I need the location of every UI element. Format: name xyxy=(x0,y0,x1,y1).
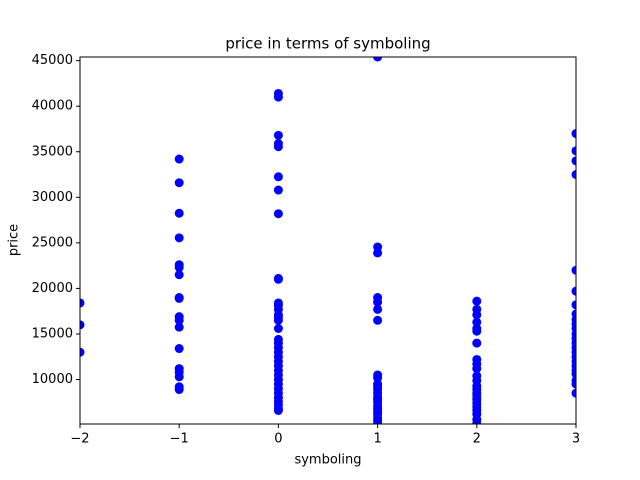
y-tick-label: 30000 xyxy=(32,190,73,205)
point xyxy=(373,304,383,314)
point xyxy=(174,233,184,243)
point xyxy=(174,270,184,280)
point xyxy=(472,317,482,327)
x-tick-label: 0 xyxy=(274,432,282,447)
point xyxy=(373,57,383,62)
point xyxy=(80,320,85,330)
point xyxy=(373,297,383,307)
point xyxy=(373,315,383,325)
point xyxy=(571,388,576,398)
point xyxy=(174,372,184,382)
point xyxy=(273,274,283,284)
x-tick-label: 1 xyxy=(373,432,381,447)
point xyxy=(273,130,283,140)
x-tick-label: −2 xyxy=(70,432,89,447)
point xyxy=(174,315,184,325)
point xyxy=(80,347,85,357)
y-tick-label: 25000 xyxy=(32,235,73,250)
point xyxy=(571,129,576,139)
y-tick-label: 40000 xyxy=(32,99,73,114)
points xyxy=(80,57,576,424)
point xyxy=(80,298,85,308)
point xyxy=(571,300,576,310)
point xyxy=(373,248,383,258)
y-tick-label: 35000 xyxy=(32,144,73,159)
point xyxy=(174,385,184,395)
point xyxy=(571,146,576,156)
x-tick-label: −1 xyxy=(170,432,189,447)
x-tick-label: 2 xyxy=(473,432,481,447)
point xyxy=(571,379,576,389)
point xyxy=(174,322,184,332)
point xyxy=(571,286,576,296)
point xyxy=(472,310,482,320)
point xyxy=(174,154,184,164)
chart-title: price in terms of symboling xyxy=(225,35,430,53)
point xyxy=(571,170,576,180)
x-tick-label: 3 xyxy=(572,432,580,447)
point xyxy=(571,156,576,166)
y-tick-label: 15000 xyxy=(32,326,73,341)
point xyxy=(273,172,283,182)
point xyxy=(273,142,283,152)
x-axis-label: symboling xyxy=(294,453,361,468)
y-axis-label: price xyxy=(7,224,22,256)
point xyxy=(373,418,383,424)
point xyxy=(273,315,283,325)
point xyxy=(273,92,283,102)
point xyxy=(472,338,482,348)
y-tick-label: 20000 xyxy=(32,281,73,296)
point xyxy=(273,209,283,219)
point xyxy=(174,208,184,218)
point xyxy=(373,373,383,383)
point xyxy=(174,344,184,354)
point xyxy=(472,419,482,424)
point xyxy=(273,405,283,415)
axes-frame xyxy=(79,56,577,425)
point xyxy=(472,326,482,336)
point xyxy=(174,178,184,188)
point xyxy=(174,262,184,272)
point xyxy=(273,185,283,195)
point xyxy=(273,324,283,334)
point xyxy=(472,364,482,374)
y-tick-label: 10000 xyxy=(32,372,73,387)
point xyxy=(571,265,576,275)
y-tick-label: 45000 xyxy=(32,53,73,68)
point xyxy=(174,293,184,303)
point xyxy=(472,296,482,306)
